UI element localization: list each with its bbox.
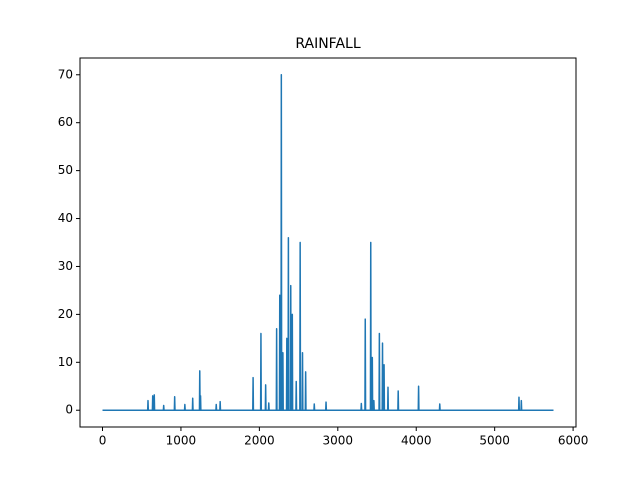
line [102,74,554,411]
x-tick-label: 1000 [166,434,197,448]
x-tick-label: 3000 [323,434,354,448]
y-tick-label: 60 [58,115,73,129]
x-tick-label: 2000 [244,434,275,448]
y-tick-label: 10 [58,355,73,369]
y-tick-label: 50 [58,163,73,177]
y-tick-label: 70 [58,67,73,81]
chart-title: RAINFALL [295,36,360,52]
y-tick-label: 30 [58,259,73,273]
x-tick-label: 6000 [558,434,589,448]
axes-frame [79,57,577,428]
y-tick-label: 40 [58,211,73,225]
y-tick-label: 0 [65,403,73,417]
x-tick-label: 4000 [401,434,432,448]
x-tick-label: 0 [99,434,107,448]
x-tick-label: 5000 [479,434,510,448]
y-tick-label: 20 [58,307,73,321]
